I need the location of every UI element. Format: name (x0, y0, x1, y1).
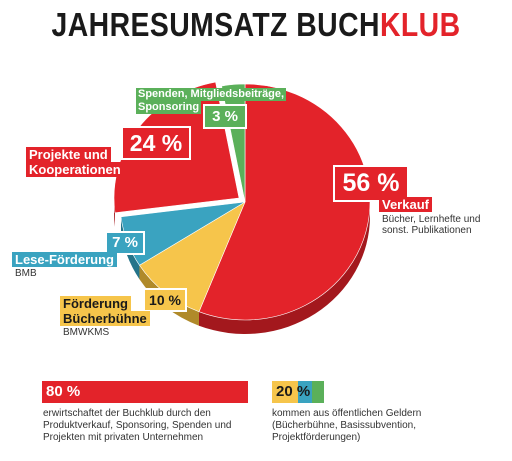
slice-label-verkauf: Verkauf (379, 197, 432, 212)
slice-note-foerderung: BMWKMS (63, 327, 110, 338)
slice-label-lese: Lese-Förderung (12, 252, 117, 267)
pie-slice-side-2 (120, 216, 140, 280)
public-share-text: kommen aus öffentlichen Geldern (Bücherb… (272, 408, 422, 443)
private-share-text: erwirtschaftet der Buchklub durch den Pr… (43, 408, 232, 443)
slice-label-projekte-2: Kooperationen (26, 162, 124, 177)
private-share-bar (42, 381, 248, 403)
slice-label-spenden-1: Spenden, Mitgliedsbeiträge, (136, 88, 287, 101)
title-accent: KLUB (379, 6, 461, 43)
slice-label-projekte-1: Projekte und (26, 147, 111, 162)
pie-slice-side-0 (198, 202, 370, 334)
public-share-number: 20 (276, 383, 293, 400)
pie-slice-0 (198, 83, 371, 321)
pie-slice-side-3 (114, 198, 115, 227)
slice-label-spenden-2: Sponsoring (136, 101, 202, 114)
slice-value-projekte: 24 % (121, 126, 191, 160)
slice-note-verkauf: Bücher, Lernhefte und sonst. Publikation… (382, 214, 481, 236)
slice-label-foerderung-2: Bücherbühne (60, 311, 150, 326)
page-title: JAHRESUMSATZ BUCHKLUB (36, 6, 476, 44)
public-share-bar-green (312, 381, 324, 403)
public-share-percent: % (292, 383, 311, 400)
public-share-bar-yellow (272, 381, 298, 403)
public-share-bar-blue (298, 381, 312, 403)
slice-value-verkauf: 56 % (333, 165, 409, 202)
slice-value-spenden: 3 % (203, 104, 247, 129)
slice-note-lese: BMB (15, 268, 37, 279)
private-share-value: 80 % (46, 383, 81, 400)
public-share-value: 20 % (276, 382, 310, 402)
title-main: JAHRESUMSATZ BUCH (51, 6, 380, 43)
slice-value-foerderung: 10 % (143, 288, 187, 312)
slice-value-lese: 7 % (105, 231, 145, 255)
slice-label-foerderung-1: Förderung (60, 296, 131, 311)
